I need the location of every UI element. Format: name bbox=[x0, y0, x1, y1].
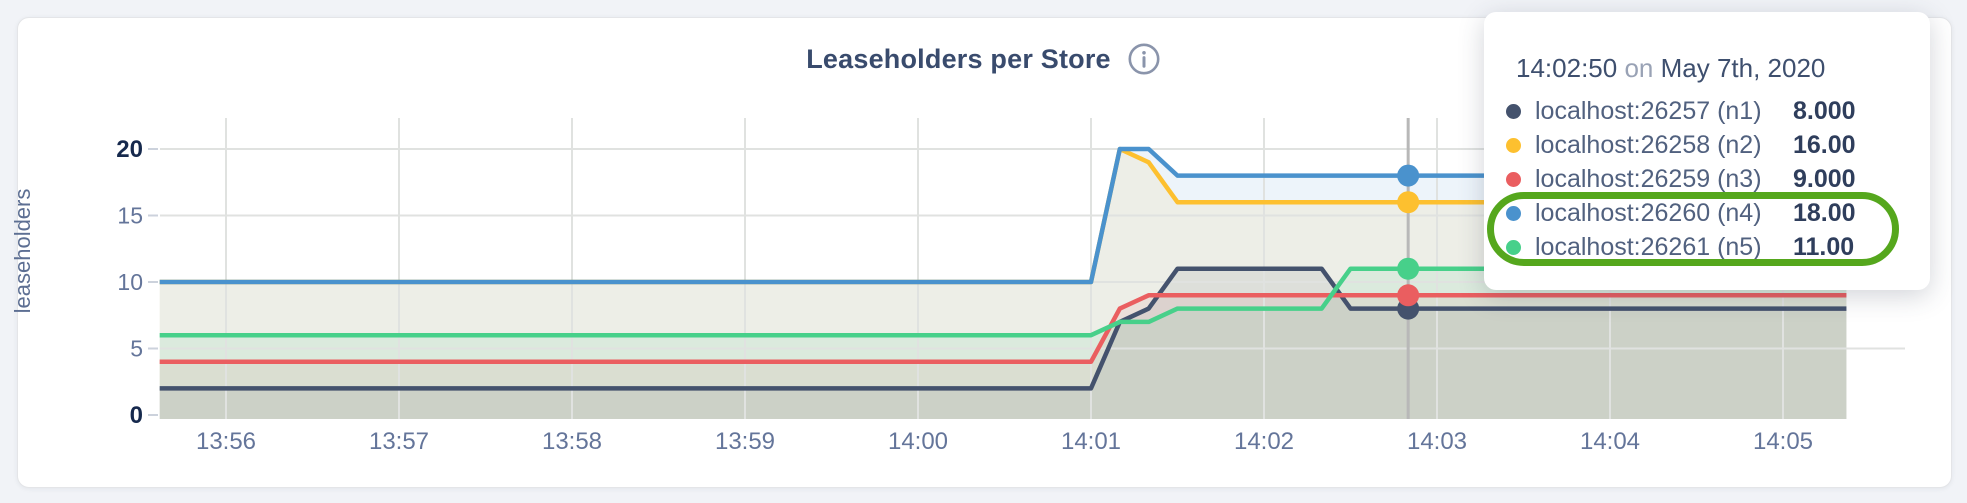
x-axis-labels-group: 13:56 13:57 13:58 13:59 14:00 14:01 14:02 14:03… bbox=[196, 428, 1813, 455]
series-color-dot bbox=[1506, 103, 1521, 119]
x-tick-label: 14:03 bbox=[1407, 428, 1467, 455]
chart-header: Leaseholders per Store bbox=[0, 42, 1967, 76]
tooltip-row-4: localhost:26260 (n4) 18.00 bbox=[1506, 196, 1906, 230]
series-color-dot bbox=[1506, 171, 1521, 187]
tooltip-rows: localhost:26257 (n1) 8.000 localhost:26258… bbox=[1506, 94, 1906, 264]
series-area-n5 bbox=[159, 268, 1847, 419]
tooltip-row-2: localhost:26258 (n2) 16.00 bbox=[1506, 128, 1906, 162]
series-label: localhost:26257 (n1) bbox=[1535, 96, 1762, 125]
series-label: localhost:26261 (n5) bbox=[1535, 232, 1762, 261]
chart-title: Leaseholders per Store bbox=[806, 43, 1111, 74]
x-tick-label: 14:01 bbox=[1061, 428, 1121, 455]
x-tick-label: 13:56 bbox=[196, 428, 256, 455]
y-axis-title: leaseholders bbox=[10, 188, 35, 314]
series-color-dot bbox=[1506, 239, 1521, 255]
tooltip-row-5: localhost:26261 (n5) 11.00 bbox=[1506, 230, 1906, 264]
x-tick-label: 13:57 bbox=[369, 428, 429, 455]
series-label: localhost:26258 (n2) bbox=[1535, 130, 1762, 159]
series-line-n1 bbox=[159, 266, 1847, 391]
series-color-dot bbox=[1506, 205, 1521, 221]
y-tick-label: 0 bbox=[130, 402, 143, 429]
x-tick-label: 13:58 bbox=[542, 428, 602, 455]
series-color-dot bbox=[1506, 137, 1521, 153]
y-axis-labels-group: 0 5 10 15 20 bbox=[116, 136, 143, 429]
y-tick-label: 20 bbox=[116, 136, 143, 163]
x-tick-label: 13:59 bbox=[715, 428, 775, 455]
tooltip-timestamp: 14:02:50 on May 7th, 2020 bbox=[1506, 52, 1906, 84]
series-value: 16.00 bbox=[1793, 130, 1856, 159]
tooltip-date: May 7th, 2020 bbox=[1660, 53, 1826, 83]
series-value: 11.00 bbox=[1793, 232, 1855, 261]
x-tick-label: 14:04 bbox=[1580, 428, 1640, 455]
series-label: localhost:26259 (n3) bbox=[1535, 164, 1762, 193]
series-line-n4 bbox=[159, 146, 1847, 285]
series-line-n3 bbox=[159, 293, 1847, 365]
x-tick-label: 14:05 bbox=[1753, 428, 1813, 455]
tooltip-time: 14:02:50 bbox=[1516, 53, 1618, 83]
y-tick-label: 15 bbox=[117, 203, 143, 229]
series-label: localhost:26260 (n4) bbox=[1535, 198, 1762, 227]
series-area-n1 bbox=[159, 268, 1847, 419]
y-tick-label: 5 bbox=[130, 336, 143, 362]
tooltip-connector: on bbox=[1624, 53, 1654, 83]
x-tick-label: 14:00 bbox=[888, 428, 948, 455]
hover-dot-n2 bbox=[1397, 191, 1420, 214]
series-line-n5 bbox=[159, 266, 1847, 338]
info-icon[interactable] bbox=[1127, 42, 1161, 76]
series-lines-group bbox=[159, 146, 1847, 391]
hover-dots-group bbox=[1397, 164, 1420, 320]
hover-dot-n5 bbox=[1397, 257, 1420, 280]
tooltip-row-3: localhost:26259 (n3) 9.000 bbox=[1506, 162, 1906, 196]
series-value: 8.000 bbox=[1793, 96, 1856, 125]
tooltip-row-1: localhost:26257 (n1) 8.000 bbox=[1506, 94, 1906, 128]
y-tick-marks-group bbox=[148, 148, 158, 416]
x-tick-label: 14:02 bbox=[1234, 428, 1294, 455]
y-tick-label: 10 bbox=[117, 269, 143, 295]
hover-dot-n3 bbox=[1397, 284, 1420, 307]
series-value: 18.00 bbox=[1793, 198, 1856, 227]
series-value: 9.000 bbox=[1793, 164, 1856, 193]
hover-dot-n4 bbox=[1397, 164, 1420, 187]
hover-tooltip: 14:02:50 on May 7th, 2020 localhost:2625… bbox=[1484, 12, 1930, 290]
